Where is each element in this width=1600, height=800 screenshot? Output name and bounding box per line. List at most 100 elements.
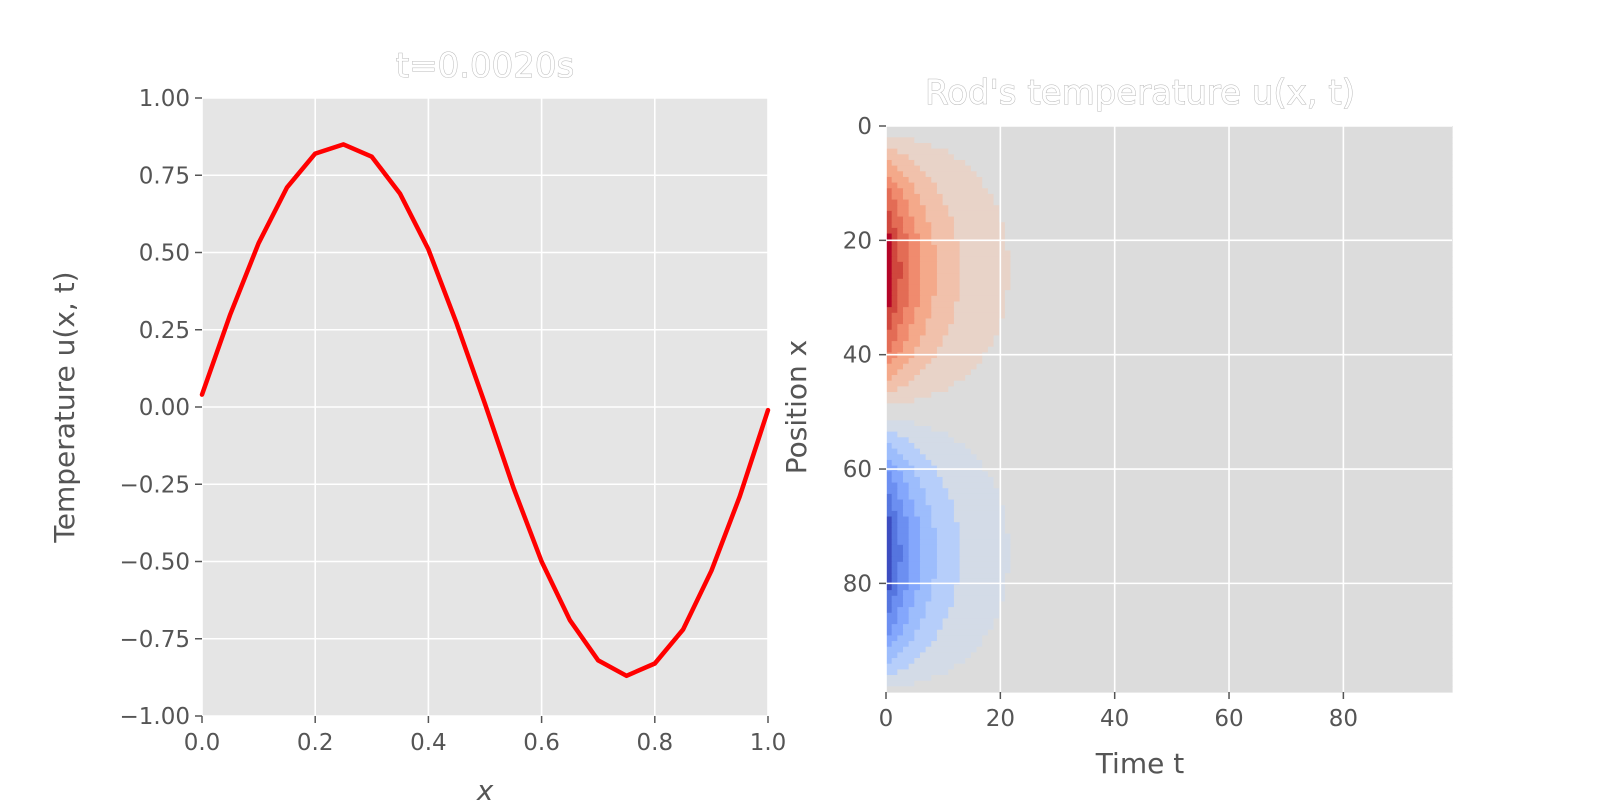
heatmap-cell xyxy=(914,601,927,608)
heatmap-cell xyxy=(953,227,1006,235)
heatmap-cell xyxy=(897,516,910,523)
heatmap-x-tick-label: 40 xyxy=(1100,706,1129,732)
heatmap-cell xyxy=(891,375,915,382)
y-tick-label: −1.00 xyxy=(120,704,190,730)
heatmap-cell xyxy=(919,199,944,206)
heatmap-cell xyxy=(886,409,1453,416)
heatmap-cell xyxy=(931,307,955,314)
heatmap-cell xyxy=(925,210,949,218)
heatmap-cell xyxy=(919,369,972,376)
heatmap-cell xyxy=(936,244,961,252)
heatmap-cell xyxy=(931,522,961,529)
heatmap-cell xyxy=(897,233,910,240)
heatmap-ticks: 0 20 40 60 80 0 20 40 60 80 xyxy=(843,114,1358,732)
heatmap-cell xyxy=(908,256,921,263)
heatmap-cell xyxy=(886,244,893,252)
heatmap-cell xyxy=(902,471,915,478)
heatmap-cell xyxy=(891,324,898,331)
heatmap-cell xyxy=(919,267,938,274)
heatmap-cell xyxy=(886,403,1453,410)
heatmap-cell xyxy=(959,544,1012,552)
heatmap-cell xyxy=(919,567,938,574)
heatmap-cell xyxy=(891,561,898,569)
heatmap-cell xyxy=(891,595,904,603)
heatmap-cell xyxy=(993,618,1453,625)
heatmap-cell xyxy=(886,278,893,286)
heatmap-cell xyxy=(886,629,893,636)
heatmap-cell xyxy=(931,505,955,512)
heatmap-cell xyxy=(902,550,910,557)
heatmap-cell xyxy=(897,182,915,189)
heatmap-cell xyxy=(982,641,1453,648)
heatmap-cell xyxy=(987,346,1453,353)
y-tick-label: 0.50 xyxy=(139,241,190,267)
heatmap-cell xyxy=(886,176,893,184)
heatmap-cell xyxy=(936,567,961,574)
heatmap-cell xyxy=(886,459,893,467)
heatmap-y-tick-label: 80 xyxy=(843,571,872,597)
heatmap-cell xyxy=(897,493,910,501)
heatmap-cell xyxy=(953,222,1006,229)
y-tick-label: 0.25 xyxy=(139,318,190,344)
heatmap-cell xyxy=(886,142,932,150)
heatmap-cell xyxy=(897,618,910,625)
heatmap-cell xyxy=(948,612,1000,620)
heatmap-cell xyxy=(886,482,898,489)
heatmap-cell xyxy=(914,188,938,195)
heatmap-cell xyxy=(897,482,910,489)
heatmap-cell xyxy=(886,369,898,376)
heatmap-cell xyxy=(959,278,1012,286)
heatmap-cell xyxy=(897,148,949,155)
heatmap-cell xyxy=(897,295,910,303)
heatmap-cell xyxy=(891,567,898,574)
heatmap-cell xyxy=(891,516,898,523)
heatmap-cell xyxy=(897,239,910,246)
heatmap-cell xyxy=(965,658,1453,665)
heatmap-cell xyxy=(925,329,949,337)
heatmap-cell xyxy=(886,273,893,280)
x-tick-label: 1.0 xyxy=(750,730,787,756)
heatmap-cell xyxy=(993,199,1453,206)
heatmap-title: Rod's temperature u(x, t) xyxy=(925,73,1355,113)
heatmap-cell xyxy=(953,312,1006,320)
heatmap-cell xyxy=(1010,544,1453,552)
heatmap-cell xyxy=(902,454,927,461)
heatmap-cell xyxy=(914,312,932,320)
heatmap-cell xyxy=(948,493,1000,501)
heatmap-cell xyxy=(891,499,904,506)
line-chart-title: t=0.0020s xyxy=(396,46,575,86)
heatmap-cell xyxy=(925,612,949,620)
heatmap-cell xyxy=(891,584,898,591)
y-tick-label: −0.50 xyxy=(120,550,190,576)
heatmap-cell xyxy=(914,590,932,597)
heatmap-cell xyxy=(931,510,955,518)
heatmap-cell xyxy=(970,448,1453,455)
heatmap-cell xyxy=(993,624,1453,631)
heatmap-cell xyxy=(897,635,915,642)
heatmap-cell xyxy=(948,669,1453,676)
heatmap-cell xyxy=(897,612,910,620)
heatmap-cell xyxy=(999,612,1453,620)
heatmap-cell xyxy=(891,544,904,552)
heatmap-cell xyxy=(919,261,938,269)
heatmap-cell xyxy=(931,358,983,365)
heatmap-cell xyxy=(886,641,893,648)
heatmap-cell xyxy=(908,210,927,218)
heatmap-cell xyxy=(1010,256,1453,263)
heatmap-cell xyxy=(908,290,921,297)
heatmap-cell xyxy=(999,499,1453,506)
heatmap-cell xyxy=(886,471,893,478)
heatmap-cell xyxy=(886,154,910,161)
heatmap-cell xyxy=(1010,267,1453,274)
heatmap-cell xyxy=(936,527,961,535)
heatmap-cell xyxy=(897,278,910,286)
heatmap-cell xyxy=(959,295,1006,303)
heatmap-cell xyxy=(891,505,904,512)
heatmap-cell xyxy=(908,493,927,501)
heatmap-cell xyxy=(914,629,938,636)
heatmap-cell xyxy=(1010,250,1453,257)
heatmap-cell xyxy=(999,601,1453,608)
heatmap-x-tick-label: 20 xyxy=(986,706,1015,732)
heatmap-cell xyxy=(908,284,921,291)
heatmap-cell xyxy=(902,273,910,280)
